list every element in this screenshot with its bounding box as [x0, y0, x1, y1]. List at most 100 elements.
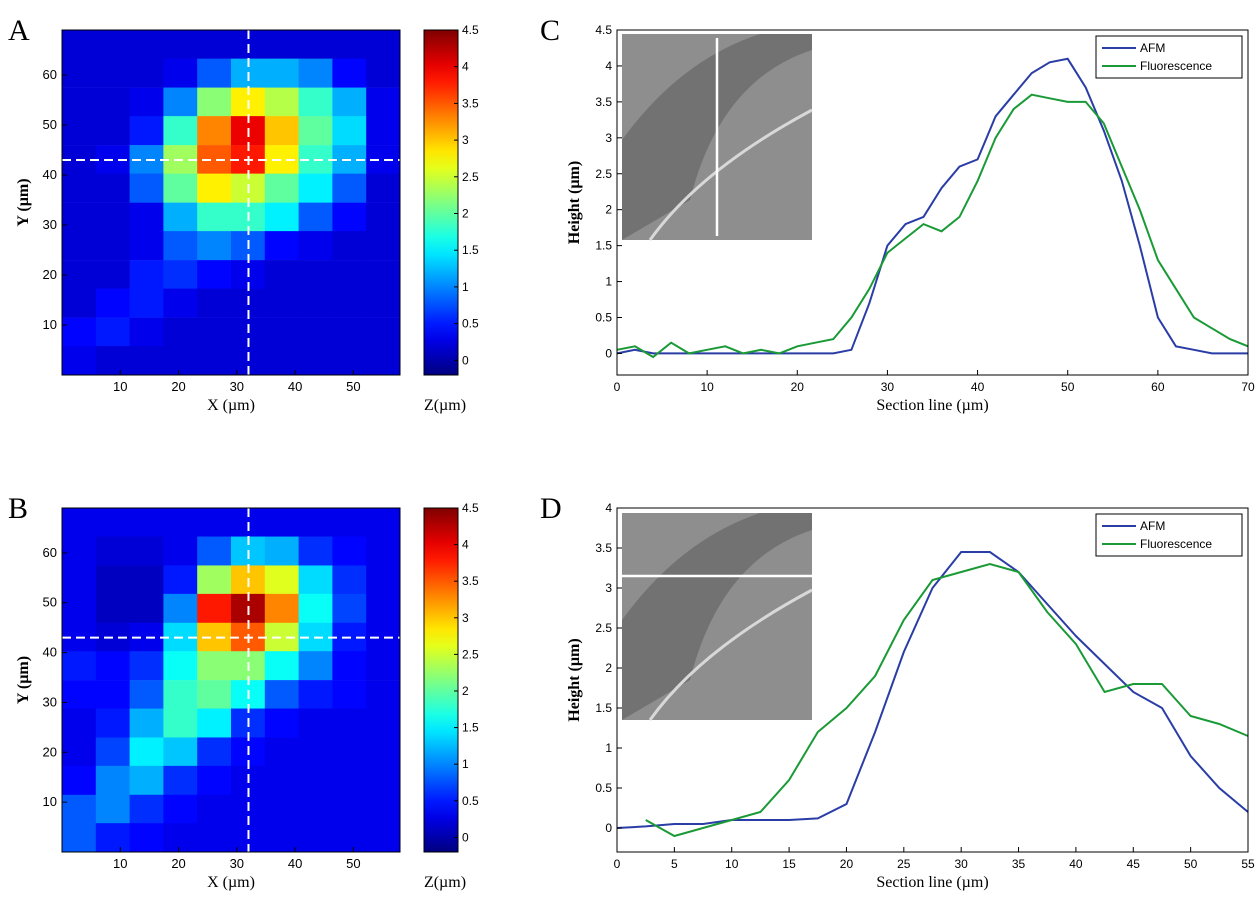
colorbar-tick-label: 1.5	[462, 721, 479, 735]
colorbar-tick-label: 4	[462, 60, 469, 74]
heatmap-cell	[197, 765, 232, 796]
heatmap-cell	[129, 87, 164, 117]
heatmap-cell	[129, 317, 164, 347]
x-tick-label: 30	[881, 380, 895, 394]
x-tick-label: 40	[288, 856, 302, 871]
heatmap-cell	[95, 288, 131, 318]
heatmap-cell	[129, 116, 164, 146]
heatmap-cell	[332, 765, 367, 796]
heatmap-cell	[129, 508, 164, 538]
heatmap-cell	[163, 202, 198, 232]
heatmap-cell	[366, 823, 401, 853]
heatmap-cell	[129, 346, 164, 376]
heatmap-cell	[95, 231, 131, 261]
heatmap-cell	[62, 30, 97, 60]
heatmap-cell	[62, 765, 97, 796]
heatmap-cell	[163, 288, 198, 318]
colorbar-tick-label: 0.5	[462, 317, 479, 331]
heatmap-cell	[197, 288, 232, 318]
y-tick-label: 4.5	[595, 23, 612, 37]
heatmap-cell	[197, 317, 232, 347]
heatmap-cell	[163, 651, 198, 681]
colorbar-tick-label: 4	[462, 538, 469, 552]
heatmap-cell	[197, 651, 232, 681]
legend-box	[1095, 35, 1243, 79]
heatmap-cell	[366, 794, 401, 824]
heatmap-cell	[163, 58, 198, 88]
heatmap-cell	[62, 680, 97, 710]
heatmap-cell	[197, 565, 232, 595]
legend-label: AFM	[1140, 519, 1165, 533]
heatmap-cell	[62, 508, 97, 538]
x-tick-label: 0	[614, 380, 621, 394]
y-tick-label: 20	[43, 267, 57, 282]
heatmap-cell	[62, 231, 97, 261]
y-tick-label: 1	[605, 275, 612, 289]
y-axis-label: Height (µm)	[566, 161, 583, 244]
legend-label: Fluorescence	[1140, 59, 1212, 73]
heatmap-cell	[129, 823, 164, 853]
heatmap-cell	[129, 260, 164, 290]
colorbar-tick-label: 0.5	[462, 794, 479, 808]
y-tick-label: 3.5	[595, 541, 612, 555]
heatmap-cell	[264, 116, 300, 146]
x-tick-label: 20	[171, 379, 185, 394]
heatmap-cell	[129, 536, 164, 566]
heatmap-cell	[366, 173, 401, 203]
colorbar-tick-label: 1	[462, 280, 469, 294]
heatmap-cell	[264, 346, 300, 376]
heatmap-cell	[129, 288, 164, 318]
colorbar-tick-label: 4.5	[462, 501, 479, 515]
heatmap-cell	[197, 823, 232, 853]
heatmap-cell	[95, 58, 131, 88]
panel-label: B	[8, 492, 28, 525]
colorbar-tick-label: 0	[462, 830, 469, 844]
heatmap-cell	[62, 202, 97, 232]
heatmap-cell	[95, 116, 131, 146]
heatmap-cell	[366, 260, 401, 290]
heatmap-cell	[163, 794, 198, 824]
heatmap-cell	[197, 536, 232, 566]
y-tick-label: 10	[43, 794, 57, 809]
heatmap-cell	[163, 737, 198, 767]
colorbar-tick-label: 3.5	[462, 574, 479, 588]
y-tick-label: 2.5	[595, 167, 612, 181]
heatmap-cell	[95, 593, 131, 624]
x-tick-label: 15	[782, 857, 796, 871]
y-tick-label: 10	[43, 317, 57, 332]
x-tick-label: 50	[346, 379, 360, 394]
y-tick-label: 3	[605, 131, 612, 145]
heatmap-cell	[95, 680, 131, 710]
y-axis-label: Y (µm)	[15, 178, 32, 226]
heatmap-cell	[298, 737, 333, 767]
x-tick-label: 25	[897, 857, 911, 871]
y-axis-label: Height (µm)	[566, 638, 583, 721]
heatmap-cell	[62, 260, 97, 290]
heatmap-cell	[95, 765, 131, 796]
axes-frame	[61, 29, 401, 376]
heatmap-cell	[332, 794, 367, 824]
heatmap-cell	[129, 765, 164, 796]
heatmap-cell	[298, 708, 333, 738]
x-tick-label: 35	[1012, 857, 1026, 871]
heatmap-cell	[264, 737, 300, 767]
heatmap-cell	[62, 794, 97, 824]
heatmap-cell	[264, 680, 300, 710]
colorbar-label: Z(µm)	[424, 397, 466, 414]
x-tick-label: 10	[113, 856, 127, 871]
x-tick-label: 40	[1069, 857, 1083, 871]
heatmap-cell	[62, 116, 97, 146]
heatmap-cell	[298, 260, 333, 290]
axes-frame	[61, 507, 401, 853]
heatmap-cell	[163, 87, 198, 117]
x-tick-label: 0	[614, 857, 621, 871]
panel-label: D	[540, 492, 562, 525]
heatmap-cell	[264, 173, 300, 203]
heatmap-cell	[62, 173, 97, 203]
heatmap-cell	[95, 508, 131, 538]
heatmap-cell	[95, 173, 131, 203]
y-tick-label: 60	[43, 545, 57, 560]
heatmap-cell	[197, 30, 232, 60]
x-tick-label: 10	[725, 857, 739, 871]
